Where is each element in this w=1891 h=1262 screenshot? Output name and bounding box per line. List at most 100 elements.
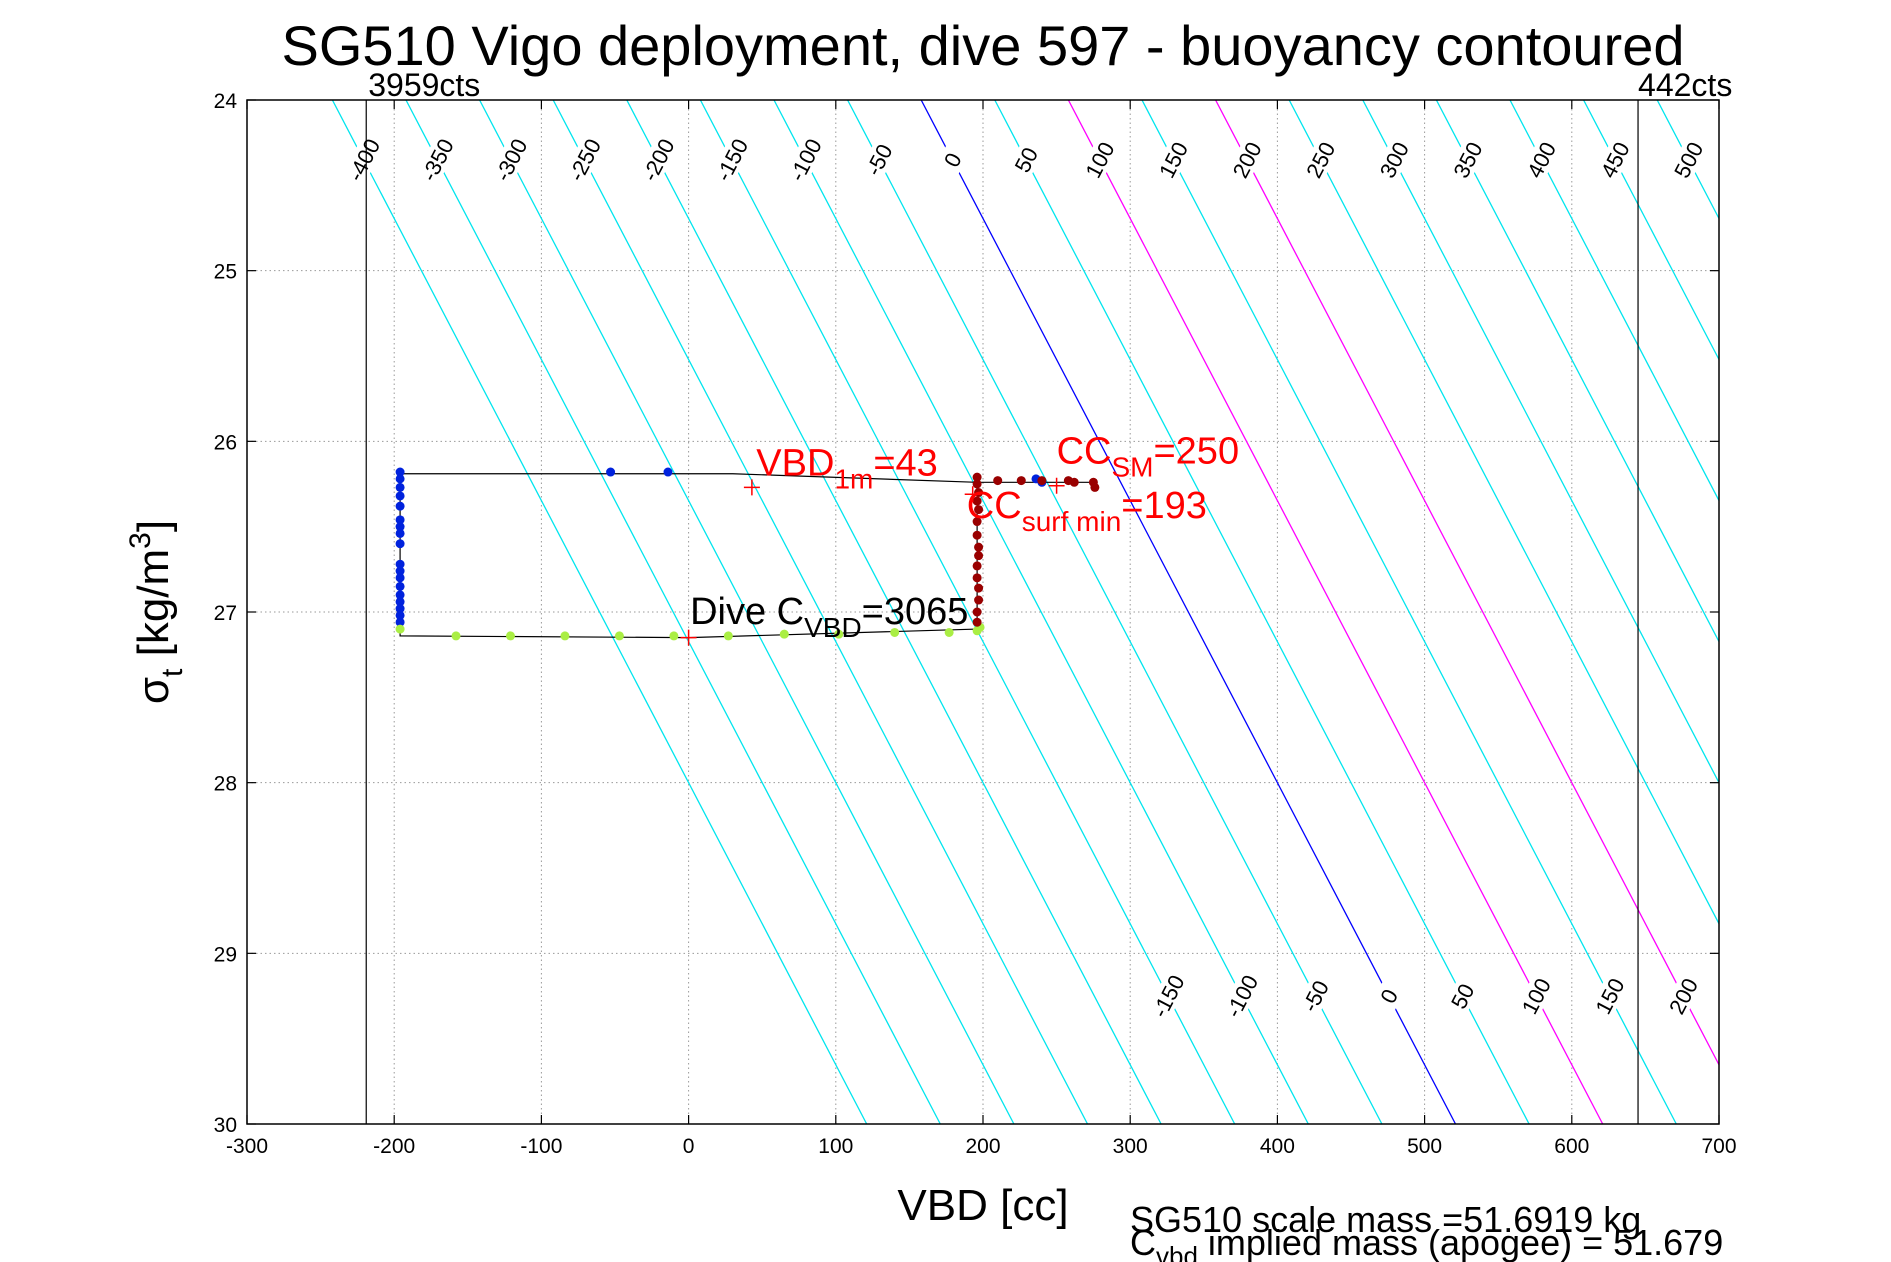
descent-point <box>395 604 405 614</box>
x-ticks: -300 -200 -100 0 100 200 300 400 500 600 700 <box>226 100 1737 1158</box>
contour-label-bottom: 150 <box>1590 974 1629 1018</box>
contour-label-top-bg <box>1669 138 1708 182</box>
implied-mass-sub: vbd <box>1156 1241 1198 1262</box>
contour-line <box>773 100 1309 1124</box>
ascent-point <box>974 583 984 593</box>
dive-cvbd-annotation-main: Dive C <box>690 591 804 633</box>
descent-point <box>395 482 405 492</box>
contour-line <box>994 100 1530 1124</box>
contour-label-top-bg <box>1227 138 1266 182</box>
contour-label-bottom: 200 <box>1664 974 1703 1018</box>
contour-label-bottom-bg <box>1443 974 1482 1018</box>
scale-mass-text: SG510 scale mass =51.6919 kg <box>1130 1199 1641 1240</box>
bottom-point <box>451 631 461 641</box>
contour-line <box>699 100 1236 1124</box>
descent-point <box>395 590 405 600</box>
contour-label-top: -100 <box>784 135 827 186</box>
x-tick-label: 200 <box>965 1135 1000 1158</box>
implied-mass-rest: implied mass (apogee) = 51.679 <box>1198 1222 1723 1262</box>
contour-label-top-bg <box>418 138 457 182</box>
contour-label-top-bg <box>1448 138 1487 182</box>
dive-cvbd-annotation-value: =3065 <box>862 591 969 633</box>
y-axis-sigma: σ <box>129 677 178 704</box>
bottom-point <box>560 631 570 641</box>
contour-label-bottom-bg <box>1516 974 1555 1018</box>
ascent-point <box>974 595 984 605</box>
contour-label-bottom-bg <box>1664 974 1703 1018</box>
descent-point <box>395 566 405 576</box>
x-tick-label: -300 <box>226 1135 268 1158</box>
bottom-point <box>505 631 515 641</box>
x-tick-label: 400 <box>1260 1135 1295 1158</box>
vbd-limit-lines: 3959cts 442cts <box>365 67 1732 1124</box>
descent-point <box>395 528 405 538</box>
implied-mass-text: Cvbd implied mass (apogee) = 51.679 <box>1130 1222 1723 1262</box>
vbd-limit-label: 442cts <box>1638 67 1732 103</box>
vbd-limit-label: 3959cts <box>368 67 480 103</box>
contour-label-top: -150 <box>711 135 754 186</box>
descent-point <box>395 617 405 627</box>
vbd-1m-annotation-value: =43 <box>873 442 937 484</box>
contour-label-bottom: -150 <box>1147 971 1190 1022</box>
contour-label-top-bg <box>565 138 604 182</box>
y-ticks: 24 25 26 27 28 29 30 <box>214 90 1719 1137</box>
x-tick-label: 0 <box>683 1135 695 1158</box>
contour-line <box>1214 100 1719 1067</box>
grid <box>247 100 1719 1124</box>
contour-label-top: 450 <box>1596 138 1635 182</box>
contour-label-top: 300 <box>1375 138 1414 182</box>
ascent-point <box>972 496 982 506</box>
bottom-point <box>723 631 733 641</box>
ascent-point <box>1037 476 1047 486</box>
x-tick-label: 100 <box>818 1135 853 1158</box>
descent-point <box>395 581 405 591</box>
contour-line <box>1582 100 1719 361</box>
y-axis-unit: [kg/m <box>129 549 178 669</box>
contour-label-bottom-bg <box>1222 974 1261 1018</box>
contour-line <box>920 100 1457 1124</box>
contour-label-bottom: -50 <box>1297 976 1334 1016</box>
contour-label-top-bg <box>344 138 383 182</box>
contour-line <box>552 100 1089 1124</box>
contour-label-top: -200 <box>637 135 680 186</box>
contour-label-bottom: -100 <box>1221 971 1264 1022</box>
dive-cvbd-marker <box>680 629 697 646</box>
x-tick-label: 700 <box>1701 1135 1736 1158</box>
bottom-point <box>614 631 624 641</box>
contour-line <box>1435 100 1719 644</box>
contour-label-top-bg <box>1080 138 1119 182</box>
contour-line <box>405 100 941 1124</box>
x-tick-label: 300 <box>1113 1135 1148 1158</box>
ascent-point <box>974 551 984 561</box>
bottom-point <box>944 627 954 637</box>
descent-point <box>395 474 405 484</box>
bottom-point <box>890 627 900 637</box>
y-tick-label: 27 <box>214 602 237 625</box>
contour-label-top-bg <box>712 138 751 182</box>
contour-line <box>1067 100 1604 1124</box>
descent-point <box>663 467 673 477</box>
descent-point <box>606 467 616 477</box>
x-axis-label: VBD [cc] <box>897 1181 1068 1230</box>
contour-label-top-bg <box>1006 138 1045 182</box>
contour-line <box>1141 100 1677 1124</box>
cc-surf-min-marker <box>964 486 981 503</box>
y-tick-label: 24 <box>214 90 238 113</box>
contour-label-top-bg <box>1154 138 1193 182</box>
buoyancy-contours <box>331 100 1719 1124</box>
contour-label-top-bg <box>859 138 898 182</box>
contour-label-top: -50 <box>861 140 898 180</box>
contour-label-bottom-bg <box>1590 974 1629 1018</box>
cc-sm-annotation: CCSM=250 <box>1057 431 1239 483</box>
contour-line <box>1362 100 1719 785</box>
contour-line <box>1509 100 1719 502</box>
vbd-1m-annotation-main: VBD <box>756 442 834 484</box>
descent-point <box>395 467 405 477</box>
descent-point <box>395 559 405 569</box>
ascent-point <box>1090 482 1100 492</box>
contour-label-top-bg <box>1522 138 1561 182</box>
summary-markers <box>680 477 1065 646</box>
ascent-point <box>972 530 982 540</box>
